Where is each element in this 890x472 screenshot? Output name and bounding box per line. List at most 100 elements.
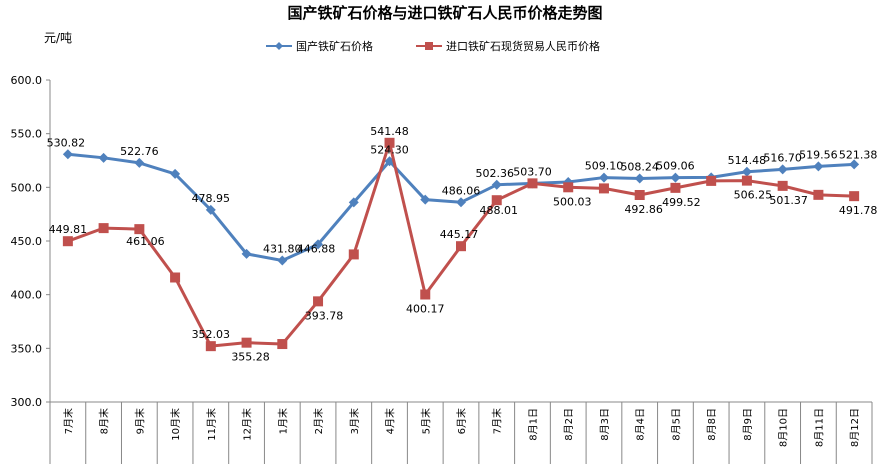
data-label: 521.38 <box>839 148 878 161</box>
y-tick-label: 500.0 <box>11 181 43 194</box>
data-point-1 <box>170 272 181 283</box>
legend-marker-import <box>425 42 433 50</box>
data-point-0 <box>277 255 288 266</box>
y-tick-label: 600.0 <box>11 74 43 87</box>
data-label: 355.28 <box>231 351 270 364</box>
y-tick-label: 350.0 <box>11 342 43 355</box>
data-point-0 <box>741 166 752 177</box>
data-label: 393.78 <box>305 309 344 322</box>
data-label: 352.03 <box>192 328 231 341</box>
data-point-0 <box>134 157 145 168</box>
data-point-0 <box>849 159 860 170</box>
data-point-1 <box>598 183 609 194</box>
data-point-1 <box>420 289 431 300</box>
data-label: 509.10 <box>585 160 624 173</box>
data-point-0 <box>456 197 466 208</box>
x-tick-label: 12月末 <box>241 408 254 441</box>
data-label: 461.06 <box>126 235 165 248</box>
x-tick-label: 8月3日 <box>599 408 611 441</box>
data-point-0 <box>777 164 788 175</box>
x-tick-label: 9月末 <box>133 408 146 434</box>
data-label: 514.48 <box>728 154 767 167</box>
data-label: 503.70 <box>513 165 552 178</box>
data-label: 488.01 <box>479 204 518 217</box>
data-point-1 <box>634 189 645 200</box>
x-tick-labels: 7月末 8月末 9月末 10月末 11月末 12月末 1月末 2月末 3月末 4月末 5月末 6月末 7… <box>62 408 861 447</box>
y-tick-label: 300.0 <box>11 396 43 409</box>
data-point-1 <box>134 224 145 235</box>
data-label: 446.88 <box>297 242 336 255</box>
x-tick-label: 5月末 <box>419 408 432 434</box>
series-layer <box>62 137 860 352</box>
x-tick-label: 8月1日 <box>527 408 539 441</box>
data-label: 445.17 <box>440 228 479 241</box>
data-label: 500.03 <box>553 195 592 208</box>
data-point-0 <box>813 161 824 172</box>
data-label: 431.80 <box>263 243 302 256</box>
data-label: 530.82 <box>47 136 86 149</box>
data-point-1 <box>62 236 73 247</box>
data-point-1 <box>205 341 216 352</box>
data-point-0 <box>491 179 502 190</box>
data-point-1 <box>849 191 860 202</box>
x-tick-label: 8月8日 <box>706 408 718 441</box>
data-point-0 <box>348 197 359 208</box>
legend: 国产铁矿石价格 进口铁矿石现货贸易人民币价格 <box>266 39 600 53</box>
data-point-1 <box>670 182 681 193</box>
data-label: 499.52 <box>662 196 701 209</box>
data-point-1 <box>741 175 752 186</box>
y-tick-label: 450.0 <box>11 235 43 248</box>
data-point-0 <box>313 239 324 250</box>
x-tick-label: 4月末 <box>384 408 397 434</box>
legend-marker-domestic <box>275 42 283 50</box>
x-tick-label: 8月12日 <box>849 408 861 447</box>
x-tick-label: 7月末 <box>491 408 504 434</box>
data-label: 516.70 <box>763 151 802 164</box>
data-label: 501.37 <box>769 194 808 207</box>
data-point-0 <box>98 152 109 163</box>
y-tick-labels: 300.0 350.0 400.0 450.0 500.0 550.0 600.0 <box>11 74 43 409</box>
data-point-1 <box>348 249 359 260</box>
data-label: 508.24 <box>620 160 659 173</box>
x-tick-label: 10月末 <box>169 408 182 441</box>
data-label: 502.36 <box>475 167 514 180</box>
legend-label-import: 进口铁矿石现货贸易人民币价格 <box>446 39 600 53</box>
x-tick-label: 1月末 <box>276 408 289 434</box>
data-label: 522.76 <box>120 145 159 158</box>
data-label: 478.95 <box>192 192 231 205</box>
data-point-1 <box>98 223 109 234</box>
data-label: 486.06 <box>442 184 481 197</box>
data-point-1 <box>241 337 252 348</box>
data-label: 492.86 <box>624 203 663 216</box>
data-label: 541.48 <box>370 125 409 138</box>
data-label: 491.78 <box>839 204 878 217</box>
x-tick-label: 8月10日 <box>778 408 790 447</box>
data-point-1 <box>777 180 788 191</box>
data-point-0 <box>241 248 252 259</box>
x-tick-label: 8月11日 <box>813 408 825 447</box>
y-tick-label: 550.0 <box>11 128 43 141</box>
data-label: 509.06 <box>656 160 695 173</box>
data-point-0 <box>205 204 216 215</box>
x-tick-label: 8月末 <box>98 408 111 434</box>
data-point-0 <box>598 172 609 183</box>
data-point-0 <box>170 168 181 179</box>
data-label: 449.81 <box>49 223 88 236</box>
x-tick-label: 7月末 <box>62 408 75 434</box>
data-point-1 <box>527 178 538 189</box>
data-point-1 <box>563 182 574 193</box>
data-point-0 <box>634 173 645 184</box>
data-point-0 <box>670 172 681 183</box>
data-label: 400.17 <box>406 302 445 315</box>
x-tick-label: 3月末 <box>348 408 361 434</box>
data-point-0 <box>420 194 431 205</box>
data-point-1 <box>706 175 717 186</box>
x-tick-label: 8月5日 <box>670 408 682 441</box>
data-point-1 <box>277 339 288 350</box>
legend-label-domestic: 国产铁矿石价格 <box>296 39 373 53</box>
y-axis-unit: 元/吨 <box>44 31 72 45</box>
x-tick-label: 11月末 <box>205 408 218 441</box>
data-point-1 <box>384 137 395 148</box>
